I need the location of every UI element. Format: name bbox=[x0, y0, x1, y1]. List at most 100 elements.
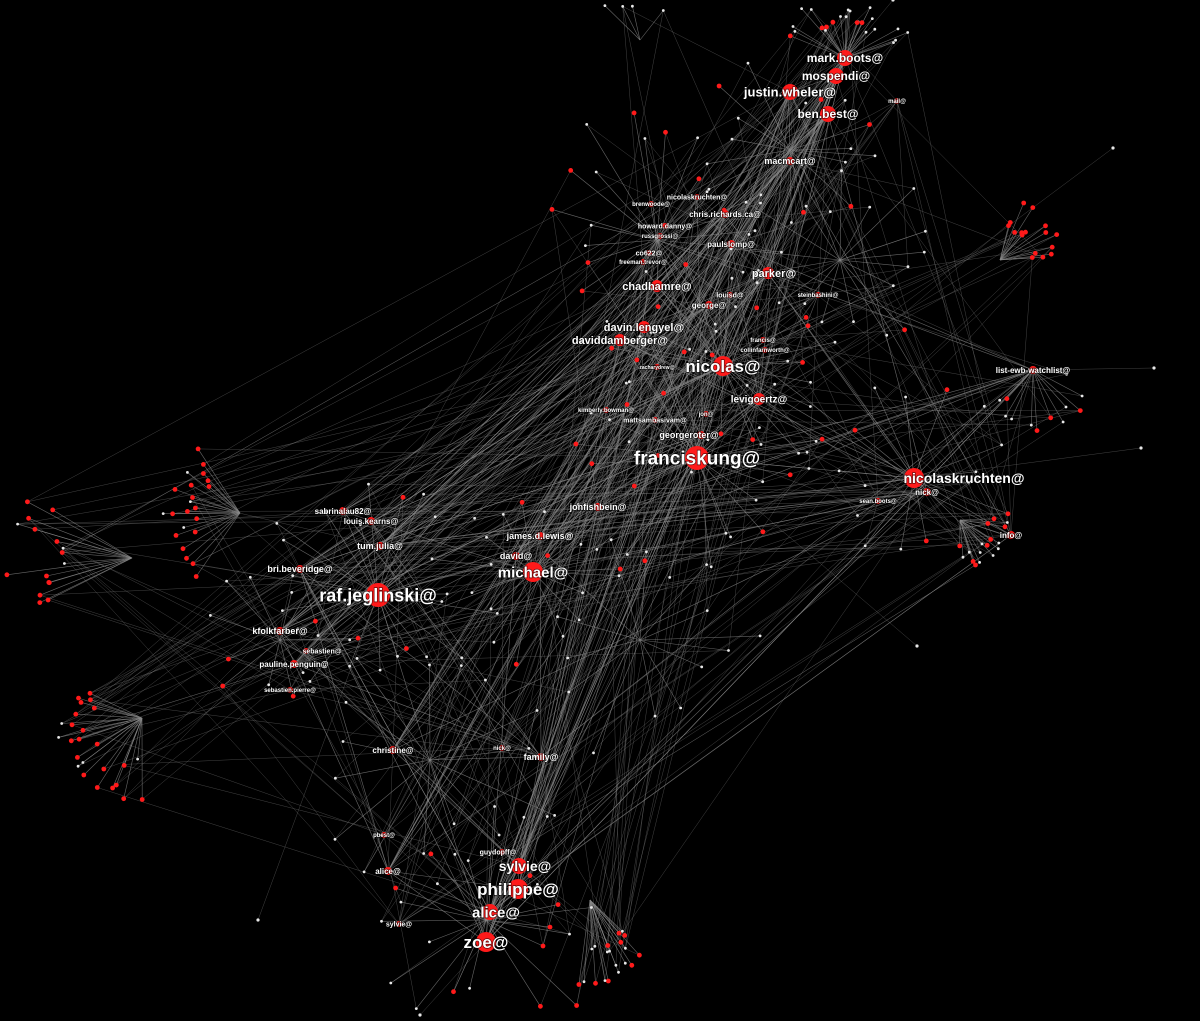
node-pbest[interactable] bbox=[381, 832, 387, 838]
node-chrisrichards[interactable] bbox=[721, 210, 729, 218]
node-sylvie2[interactable] bbox=[396, 921, 402, 927]
node-freeman[interactable] bbox=[640, 259, 646, 265]
graph-edge bbox=[387, 482, 969, 872]
node-justin[interactable] bbox=[782, 84, 798, 100]
node-chadhamre[interactable] bbox=[651, 280, 663, 292]
node-michael[interactable] bbox=[523, 562, 543, 582]
graph-edge bbox=[377, 518, 475, 596]
node-nick2[interactable] bbox=[499, 745, 505, 751]
minor-node bbox=[362, 870, 366, 874]
node-louisd[interactable] bbox=[727, 292, 733, 298]
node-sebastien[interactable] bbox=[303, 648, 309, 654]
node-macmcart[interactable] bbox=[786, 157, 794, 165]
node-david[interactable] bbox=[512, 552, 520, 560]
graph-edge bbox=[590, 196, 698, 414]
node-markboots[interactable] bbox=[837, 50, 853, 66]
graph-edge bbox=[539, 213, 726, 537]
node-zoe[interactable] bbox=[476, 932, 496, 952]
node-sebpierre[interactable] bbox=[287, 687, 293, 693]
graph-edge bbox=[485, 919, 577, 1006]
leaf-node bbox=[37, 592, 43, 598]
node-collin[interactable] bbox=[762, 347, 768, 353]
leaf-node bbox=[76, 695, 81, 701]
node-george[interactable] bbox=[705, 301, 713, 309]
node-guydopff[interactable] bbox=[499, 849, 505, 855]
node-bribeveridge[interactable] bbox=[296, 565, 304, 573]
graph-edge bbox=[583, 899, 591, 982]
graph-edge bbox=[597, 457, 698, 508]
node-matts[interactable] bbox=[652, 417, 658, 423]
node-alice2[interactable] bbox=[384, 867, 392, 875]
node-jon[interactable] bbox=[703, 411, 709, 417]
node-brenwoode[interactable] bbox=[648, 201, 654, 207]
node-russ[interactable] bbox=[657, 233, 663, 239]
leaf-node bbox=[622, 933, 628, 938]
graph-edge bbox=[503, 514, 534, 573]
leaf-node bbox=[642, 558, 648, 564]
node-davin[interactable] bbox=[638, 321, 650, 333]
minor-node bbox=[256, 918, 260, 922]
node-kfolkfarber[interactable] bbox=[276, 627, 284, 635]
node-daviddamberger[interactable] bbox=[614, 334, 626, 346]
leaf-node bbox=[605, 943, 611, 948]
graph-edge bbox=[80, 702, 143, 719]
node-georgeroter[interactable] bbox=[697, 431, 705, 439]
node-francis[interactable] bbox=[760, 337, 766, 343]
node-zachary[interactable] bbox=[654, 364, 660, 370]
minor-node bbox=[627, 380, 631, 384]
graph-edge bbox=[597, 57, 846, 508]
leaf-node bbox=[973, 562, 978, 568]
node-franciskung[interactable] bbox=[685, 446, 709, 470]
minor-node bbox=[301, 671, 305, 674]
node-mospendi[interactable] bbox=[828, 68, 844, 84]
graph-edge bbox=[913, 477, 960, 547]
node-listewb[interactable] bbox=[1029, 366, 1037, 374]
node-co622[interactable] bbox=[646, 250, 652, 256]
graph-edge bbox=[540, 57, 846, 758]
node-nick1[interactable] bbox=[923, 488, 931, 496]
node-nicolaskruchten[interactable] bbox=[904, 468, 924, 488]
node-louiskearns[interactable] bbox=[367, 517, 375, 525]
graph-edge bbox=[293, 113, 829, 665]
node-pauline[interactable] bbox=[290, 660, 298, 668]
node-nicolas[interactable] bbox=[713, 356, 733, 376]
node-raf[interactable] bbox=[366, 583, 390, 607]
node-james[interactable] bbox=[536, 532, 544, 540]
node-benbest[interactable] bbox=[820, 106, 836, 122]
node-christine[interactable] bbox=[389, 746, 397, 754]
node-sabrina[interactable] bbox=[339, 507, 347, 515]
leaf-node bbox=[91, 705, 97, 711]
minor-node bbox=[594, 170, 598, 174]
node-levigoertz[interactable] bbox=[753, 393, 765, 405]
minor-node bbox=[1004, 414, 1007, 418]
minor-node bbox=[580, 339, 584, 343]
graph-edge bbox=[82, 717, 143, 763]
node-family[interactable] bbox=[537, 753, 545, 761]
node-jonfishbein[interactable] bbox=[594, 503, 602, 511]
graph-edge bbox=[489, 91, 791, 913]
node-nicolaskruchten2[interactable] bbox=[694, 194, 700, 200]
node-info[interactable] bbox=[1007, 531, 1015, 539]
node-parker[interactable] bbox=[762, 267, 774, 279]
node-steinbashini[interactable] bbox=[815, 292, 821, 298]
graph-edge bbox=[839, 259, 887, 336]
node-mail[interactable] bbox=[894, 98, 900, 104]
leaf-node bbox=[750, 437, 756, 442]
node-tumjulia[interactable] bbox=[376, 542, 384, 550]
leaf-node bbox=[1012, 230, 1017, 235]
node-alice1[interactable] bbox=[482, 904, 498, 920]
node-howard[interactable] bbox=[662, 223, 668, 229]
graph-edge bbox=[705, 383, 775, 415]
node-paulslomp[interactable] bbox=[727, 240, 735, 248]
graph-edge bbox=[377, 410, 1081, 596]
node-kimberly[interactable] bbox=[603, 407, 609, 413]
minor-node bbox=[589, 223, 593, 227]
graph-edge bbox=[656, 191, 708, 241]
node-sylvie1[interactable] bbox=[511, 858, 527, 874]
leaf-node bbox=[519, 499, 525, 505]
graph-edge bbox=[685, 264, 760, 400]
graph-edge bbox=[279, 57, 846, 632]
graph-edge bbox=[789, 160, 1043, 258]
node-philippe[interactable] bbox=[508, 879, 528, 899]
node-seanboots[interactable] bbox=[875, 498, 881, 504]
